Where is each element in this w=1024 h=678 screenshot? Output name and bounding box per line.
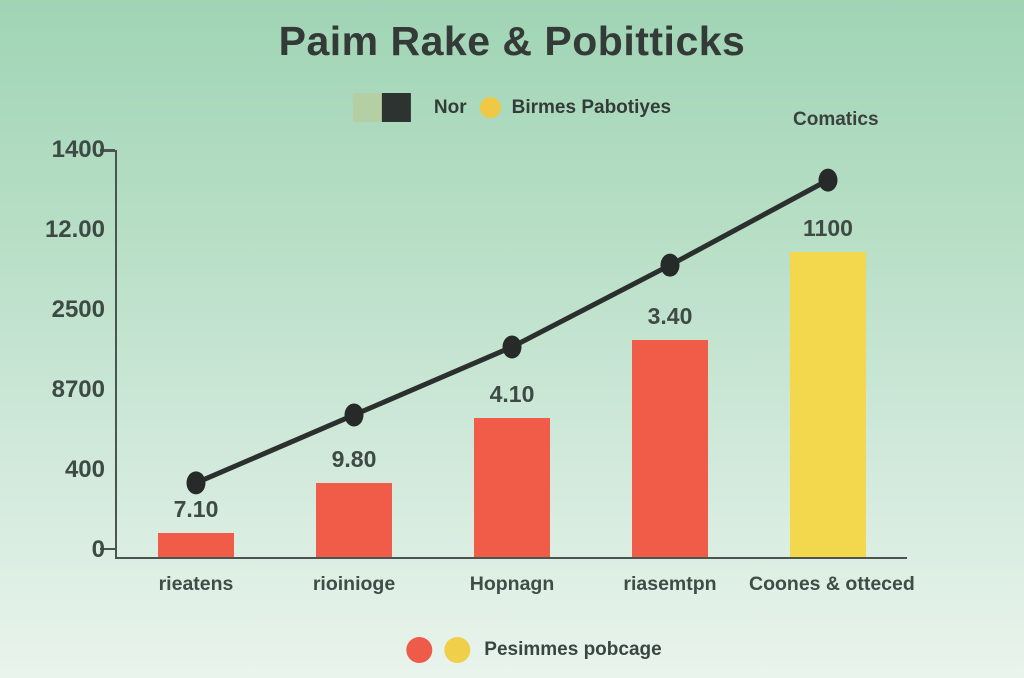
legend-bottom: Pesimmes pobcage [406, 637, 662, 663]
trend-line-layer [186, 168, 838, 495]
line-marker [344, 403, 364, 427]
y-tick-label: 400 [64, 456, 105, 483]
x-axis-label: rioinioge [312, 573, 396, 595]
bar-value-label: 9.80 [331, 445, 377, 472]
legend-bottom-label: Pesimmes pobcage [484, 639, 662, 660]
legend-top-label-1: Nor [433, 96, 467, 118]
y-axis-zero-tick [100, 547, 115, 550]
y-tick-label: 0 [91, 536, 105, 563]
trend-line [193, 177, 831, 486]
bar [632, 340, 708, 557]
line-marker [818, 168, 838, 192]
legend-top: Nor Birmes Pabotiyes [352, 93, 672, 122]
y-tick-label: 12.00 [44, 216, 105, 243]
bar-value-label: 1100 [803, 214, 853, 241]
line-marker [660, 253, 680, 277]
plot-area: 1400 12.00 2500 8700 400 0 7.10 rieatens 9.80 rio… [45, 136, 915, 595]
bar [790, 251, 866, 557]
bar [474, 417, 550, 557]
legend-dot-red [406, 637, 433, 663]
y-tick-label: 1400 [51, 136, 105, 163]
line-marker [186, 471, 206, 495]
legend-swatch-green [352, 93, 382, 122]
legend-dot-yellow [479, 97, 501, 118]
y-tick-label: 2500 [51, 296, 105, 323]
x-axis-label: riasemtpn [623, 573, 717, 595]
line-marker [502, 335, 522, 359]
bar-value-label: 4.10 [489, 380, 535, 407]
chart-title: Paim Rake & Pobitticks [278, 18, 746, 64]
x-axis-label: Coones & otteced [749, 573, 915, 595]
legend-swatch-dark [381, 93, 411, 122]
bar [158, 533, 234, 557]
legend-top-label-2: Birmes Pabotiyes [511, 96, 672, 118]
x-axis-label: Hopnagn [469, 573, 555, 595]
y-axis-top-tick [100, 149, 115, 152]
x-axis-label: rieatens [158, 573, 234, 595]
y-tick-label: 8700 [51, 376, 105, 403]
bar [316, 482, 392, 557]
legend-dot-yellow-bottom [444, 637, 471, 663]
bar-value-label: 7.10 [173, 496, 219, 522]
corner-label: Comatics [793, 109, 879, 130]
bar-value-label: 3.40 [647, 303, 693, 330]
